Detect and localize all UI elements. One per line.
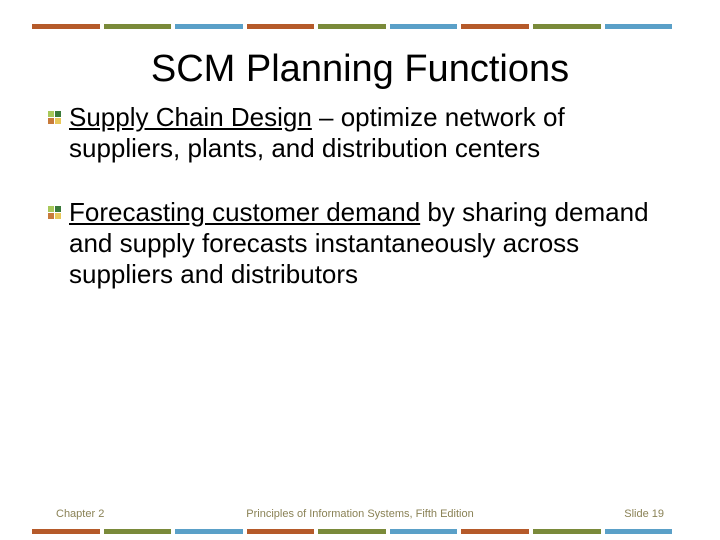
decor-bar-segment — [390, 24, 458, 29]
footer-chapter: Chapter 2 — [56, 508, 196, 520]
decor-bar-segment — [318, 24, 386, 29]
content-area: Supply Chain Design – optimize network o… — [68, 102, 668, 323]
slide-title: SCM Planning Functions — [0, 48, 720, 91]
decor-bar-segment — [247, 24, 315, 29]
footer-slide-number: Slide 19 — [524, 508, 664, 520]
decor-bar-segment — [318, 529, 386, 534]
bullet-icon — [48, 206, 61, 219]
decor-bar-segment — [461, 24, 529, 29]
underlined-term: Forecasting customer demand — [69, 197, 420, 227]
decor-bar-segment — [533, 529, 601, 534]
underlined-term: Supply Chain Design — [69, 102, 312, 132]
bullet-icon — [48, 111, 61, 124]
decor-bar-segment — [605, 529, 673, 534]
decor-bar-segment — [605, 24, 673, 29]
decor-bar-segment — [533, 24, 601, 29]
decor-bar-segment — [390, 529, 458, 534]
bullet-text: Forecasting customer demand by sharing d… — [69, 197, 668, 289]
bullet-item: Supply Chain Design – optimize network o… — [68, 102, 668, 163]
decor-bar-segment — [461, 529, 529, 534]
decor-bar-segment — [247, 529, 315, 534]
decor-bar-segment — [104, 24, 172, 29]
decor-bar-segment — [32, 24, 100, 29]
bullet-item: Forecasting customer demand by sharing d… — [68, 197, 668, 289]
decor-bar-segment — [175, 529, 243, 534]
bullet-text: Supply Chain Design – optimize network o… — [69, 102, 668, 163]
footer: Chapter 2 Principles of Information Syst… — [0, 508, 720, 520]
decor-bar-segment — [175, 24, 243, 29]
footer-book-title: Principles of Information Systems, Fifth… — [196, 508, 524, 520]
decor-bar-segment — [32, 529, 100, 534]
slide: SCM Planning Functions Supply Chain Desi… — [0, 0, 720, 540]
bottom-decor-bar — [32, 529, 672, 534]
decor-bar-segment — [104, 529, 172, 534]
top-decor-bar — [32, 24, 672, 29]
